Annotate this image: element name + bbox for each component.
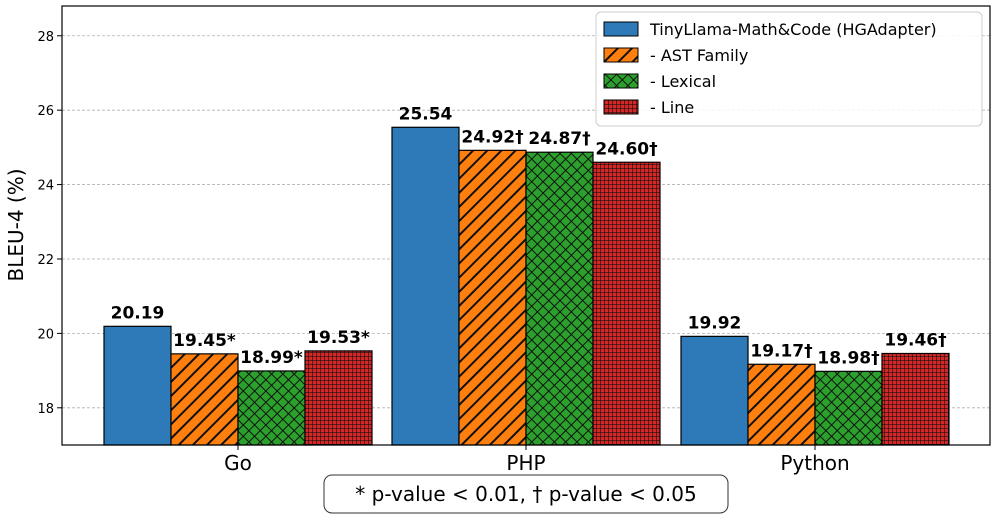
legend-label-2: - Lexical xyxy=(650,72,716,91)
bar-go-series-3 xyxy=(304,350,373,446)
bar-php-series-0 xyxy=(391,126,460,446)
bar-python-series-2 xyxy=(814,370,883,446)
significance-note-text: * p-value < 0.01, † p-value < 0.05 xyxy=(355,482,696,506)
bar-php-series-3 xyxy=(592,161,661,446)
significance-note: * p-value < 0.01, † p-value < 0.05 xyxy=(323,474,729,514)
legend-swatch-3 xyxy=(603,99,639,115)
y-axis-label: BLEU-4 (%) xyxy=(4,168,28,281)
data-label-python-series-3: 19.46† xyxy=(884,330,946,350)
x-tick-label-python: Python xyxy=(780,451,849,475)
data-label-php-series-0: 25.54 xyxy=(399,104,453,124)
data-label-go-series-0: 20.19 xyxy=(111,303,165,323)
bar-go-series-1 xyxy=(170,353,239,446)
data-label-go-series-3: 19.53* xyxy=(307,328,370,348)
y-tick-label-28: 28 xyxy=(37,30,54,45)
legend-label-3: - Line xyxy=(650,98,694,117)
y-tick-label-22: 22 xyxy=(37,253,54,268)
legend-box xyxy=(595,11,983,127)
x-tick-label-go: Go xyxy=(224,451,252,475)
data-label-python-series-2: 18.98† xyxy=(817,348,879,368)
bar-go-series-2 xyxy=(237,370,306,446)
legend: TinyLlama-Math&Code (HGAdapter) - AST Fam… xyxy=(595,11,983,127)
data-label-php-series-3: 24.60† xyxy=(595,139,657,159)
bar-go-series-0 xyxy=(103,325,172,446)
data-label-go-series-2: 18.99* xyxy=(240,348,303,368)
legend-swatch-1 xyxy=(603,47,639,63)
bar-python-series-3 xyxy=(881,352,950,446)
significance-note-box xyxy=(323,474,729,514)
y-tick-label-18: 18 xyxy=(37,402,54,417)
bar-php-series-1 xyxy=(458,149,527,446)
data-label-php-series-1: 24.92† xyxy=(461,127,523,147)
bar-python-series-1 xyxy=(747,363,816,446)
data-label-python-series-1: 19.17† xyxy=(750,341,812,361)
y-tick-label-24: 24 xyxy=(37,179,54,194)
legend-swatch-0 xyxy=(603,21,639,37)
x-tick-label-php: PHP xyxy=(506,451,545,475)
y-tick-label-26: 26 xyxy=(37,104,54,119)
legend-label-0: TinyLlama-Math&Code (HGAdapter) xyxy=(649,20,937,39)
data-label-go-series-1: 19.45* xyxy=(173,331,236,351)
data-label-python-series-0: 19.92 xyxy=(688,313,742,333)
y-tick-label-20: 20 xyxy=(37,327,54,342)
bar-php-series-2 xyxy=(525,151,594,446)
data-label-php-series-2: 24.87† xyxy=(528,129,590,149)
legend-label-1: - AST Family xyxy=(650,46,748,65)
legend-swatch-2 xyxy=(603,73,639,89)
bar-python-series-0 xyxy=(680,335,749,446)
